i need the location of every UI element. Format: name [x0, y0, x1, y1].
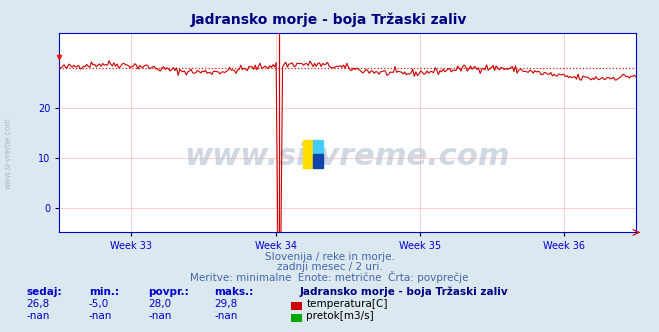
Bar — [313, 140, 323, 154]
Text: -5,0: -5,0 — [89, 299, 109, 309]
Text: -nan: -nan — [148, 311, 171, 321]
Text: povpr.:: povpr.: — [148, 288, 189, 297]
Text: min.:: min.: — [89, 288, 119, 297]
Text: temperatura[C]: temperatura[C] — [306, 299, 388, 309]
Text: -nan: -nan — [214, 311, 237, 321]
Text: zadnji mesec / 2 uri.: zadnji mesec / 2 uri. — [277, 262, 382, 272]
Text: maks.:: maks.: — [214, 288, 254, 297]
Text: Slovenija / reke in morje.: Slovenija / reke in morje. — [264, 252, 395, 262]
Text: -nan: -nan — [89, 311, 112, 321]
Text: -nan: -nan — [26, 311, 49, 321]
Bar — [302, 140, 313, 168]
Text: 29,8: 29,8 — [214, 299, 237, 309]
Text: 28,0: 28,0 — [148, 299, 171, 309]
Text: Meritve: minimalne  Enote: metrične  Črta: povprečje: Meritve: minimalne Enote: metrične Črta:… — [190, 271, 469, 283]
Text: Jadransko morje - boja Tržaski zaliv: Jadransko morje - boja Tržaski zaliv — [191, 13, 468, 27]
Text: pretok[m3/s]: pretok[m3/s] — [306, 311, 374, 321]
Text: www.si-vreme.com: www.si-vreme.com — [185, 142, 511, 171]
Bar — [313, 154, 323, 168]
Text: sedaj:: sedaj: — [26, 288, 62, 297]
Text: 26,8: 26,8 — [26, 299, 49, 309]
Text: www.si-vreme.com: www.si-vreme.com — [4, 117, 13, 189]
Text: Jadransko morje - boja Tržaski zaliv: Jadransko morje - boja Tržaski zaliv — [300, 287, 509, 297]
